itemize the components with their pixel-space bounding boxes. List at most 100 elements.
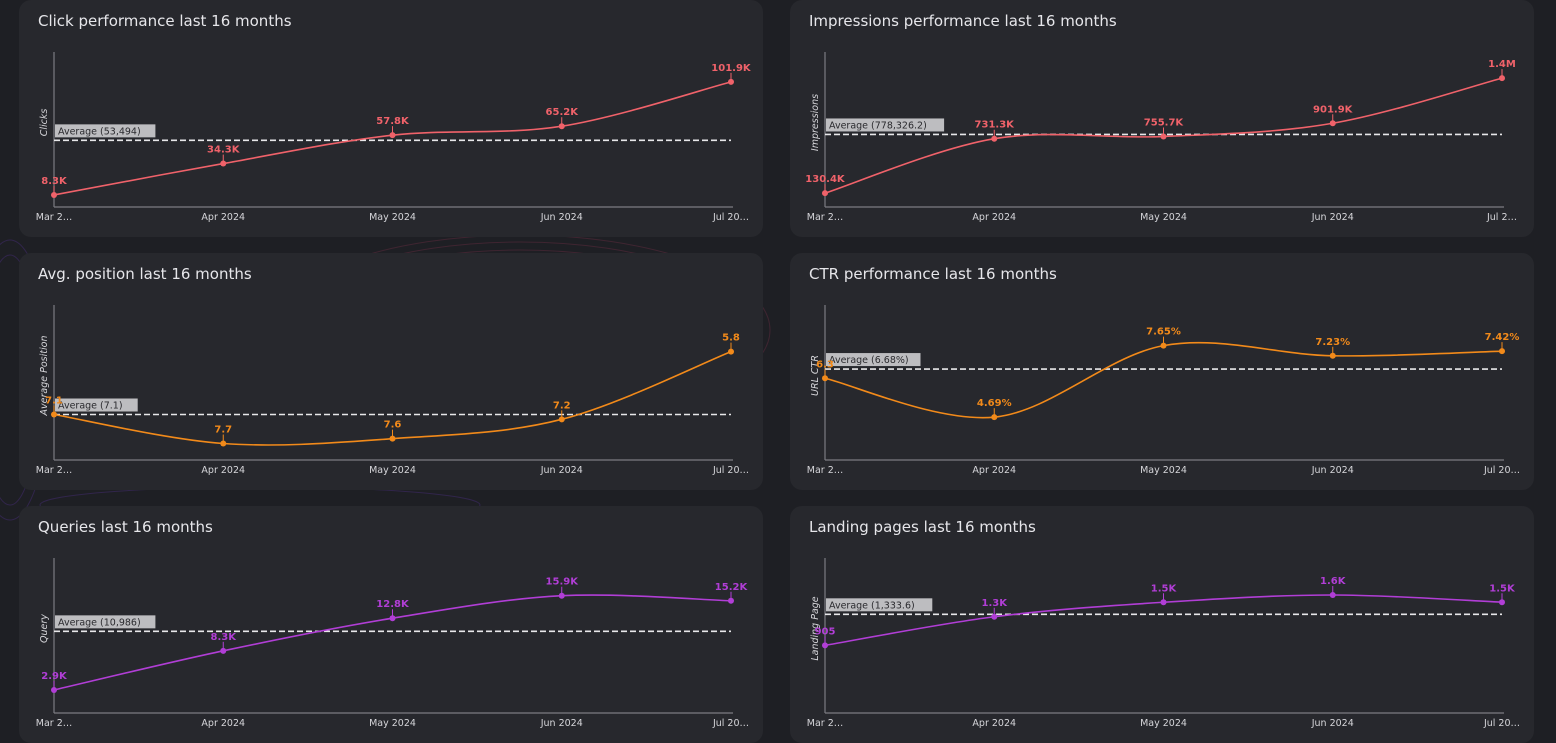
x-tick-label: Mar 2… [36,718,73,729]
data-point [220,647,227,654]
avg-position-chart: Average Position Mar 2… Apr 2024 May 2024 Ju… [36,305,749,476]
data-label: 7.65% [1146,327,1181,338]
average-label-bg [826,118,945,132]
data-label: 1.4M [1488,59,1516,70]
average-label-bg [826,598,933,612]
data-point [822,642,828,649]
data-label: 1.3K [982,598,1009,609]
x-tick-label: Apr 2024 [972,465,1016,476]
data-label: 1.5K [1151,583,1178,594]
average-label-bg [55,124,156,138]
data-point [558,123,565,130]
x-tick-label: May 2024 [1140,718,1187,729]
average-label: Average (1,333.6) [829,600,915,611]
data-label: 731.3K [975,120,1016,131]
data-label: 7.42% [1485,332,1520,343]
series-line [53,81,732,196]
data-label: 8.3K [41,176,68,187]
chart-title: Click performance last 16 months [38,12,292,30]
impressions-chart: Impressions Mar 2… Apr 2024 May 2024 Jun 202… [805,52,1517,223]
data-label: 57.8K [376,116,410,127]
clicks-chart: Clicks Mar 2… Apr 2024 May 2024 Jun 2024 Jul … [36,52,752,223]
data-label: 7.23% [1315,337,1350,348]
x-tick-label: Apr 2024 [972,718,1016,729]
x-tick-label: Jun 2024 [540,465,583,476]
data-label: 1.6K [1320,576,1347,587]
chart-title: Impressions performance last 16 months [809,12,1117,30]
data-label: 15.2K [715,582,749,593]
average-label: Average (778,326.2) [829,120,927,131]
data-label: 130.4K [805,174,846,185]
data-label: 5.8 [722,333,740,344]
x-tick-label: Mar 2… [36,465,73,476]
landing-pages-chart: Landing Page Mar 2… Apr 2024 May 2024 Jun 20… [807,558,1520,729]
x-tick-label: Apr 2024 [972,212,1016,223]
chart-card-queries: Queries last 16 months Query Mar 2… Apr 20… [19,506,763,743]
average-label: Average (10,986) [58,617,141,628]
data-label: 101.9K [711,63,752,74]
average-label: Average (6.68%) [829,355,909,366]
data-point [389,615,396,622]
queries-chart: Query Mar 2… Apr 2024 May 2024 Jun 2024 Jul 2… [36,558,749,729]
data-label: 34.3K [207,145,241,156]
y-axis-label: Landing Page [810,596,821,660]
y-axis-label: Average Position [39,336,50,417]
x-tick-label: Jul 20… [1483,465,1520,476]
data-label: 901.9K [1313,104,1354,115]
data-label: 4.69% [977,398,1012,409]
chart-title: Queries last 16 months [38,518,213,536]
data-point [389,435,396,442]
x-tick-label: Jun 2024 [1311,212,1354,223]
x-tick-label: Jun 2024 [1311,465,1354,476]
x-tick-label: May 2024 [369,465,416,476]
chart-card-landing-pages: Landing pages last 16 months Landing Pag… [790,506,1534,743]
y-axis-label: Clicks [39,109,50,137]
series-line [824,341,1503,419]
x-tick-label: May 2024 [369,718,416,729]
data-label: 2.9K [41,671,68,682]
data-label: 8.3K [211,632,238,643]
x-tick-label: Mar 2… [807,465,844,476]
average-label-bg [55,615,156,629]
average-label: Average (53,494) [58,126,141,137]
data-label: 7.6 [384,420,402,431]
average-label: Average (7.1) [58,401,123,412]
x-tick-label: Apr 2024 [201,465,245,476]
data-point [1499,348,1505,355]
data-label: 65.2K [546,107,580,118]
x-tick-label: Apr 2024 [201,212,245,223]
x-tick-label: Mar 2… [36,212,73,223]
data-label: 6.3 [816,359,834,370]
x-tick-label: Mar 2… [807,212,844,223]
chart-title: Landing pages last 16 months [809,518,1036,536]
chart-title: CTR performance last 16 months [809,265,1057,283]
average-label-bg [55,398,138,412]
x-tick-label: Mar 2… [807,718,844,729]
x-tick-label: May 2024 [1140,465,1187,476]
x-tick-label: May 2024 [1140,212,1187,223]
data-label: 7.7 [214,425,232,436]
data-label: 7.1 [45,396,63,407]
chart-title: Avg. position last 16 months [38,265,252,283]
data-label: 15.9K [546,577,580,588]
chart-card-ctr: CTR performance last 16 months URL CTR Ma… [790,253,1534,490]
average-label-bg [826,353,921,367]
y-axis-label: Query [39,614,50,643]
x-tick-label: Jun 2024 [540,718,583,729]
x-tick-label: Jun 2024 [540,212,583,223]
x-tick-label: Jul 20… [1483,718,1520,729]
x-tick-label: Jul 20… [712,718,749,729]
x-tick-label: May 2024 [369,212,416,223]
data-label: 12.8K [376,599,410,610]
y-axis-label: Impressions [810,94,821,151]
x-tick-label: Jul 20… [712,212,749,223]
ctr-chart: URL CTR Mar 2… Apr 2024 May 2024 Jun 2024 Jul… [807,305,1520,476]
chart-card-clicks: Click performance last 16 months Clicks M… [19,0,763,237]
y-axis-label: URL CTR [810,355,821,396]
x-tick-label: Jun 2024 [1311,718,1354,729]
data-label: 7.2 [553,400,571,411]
data-label: 755.7K [1144,118,1185,129]
x-tick-label: Apr 2024 [201,718,245,729]
data-label: 1.5K [1489,583,1516,594]
chart-card-impressions: Impressions performance last 16 months I… [790,0,1534,237]
